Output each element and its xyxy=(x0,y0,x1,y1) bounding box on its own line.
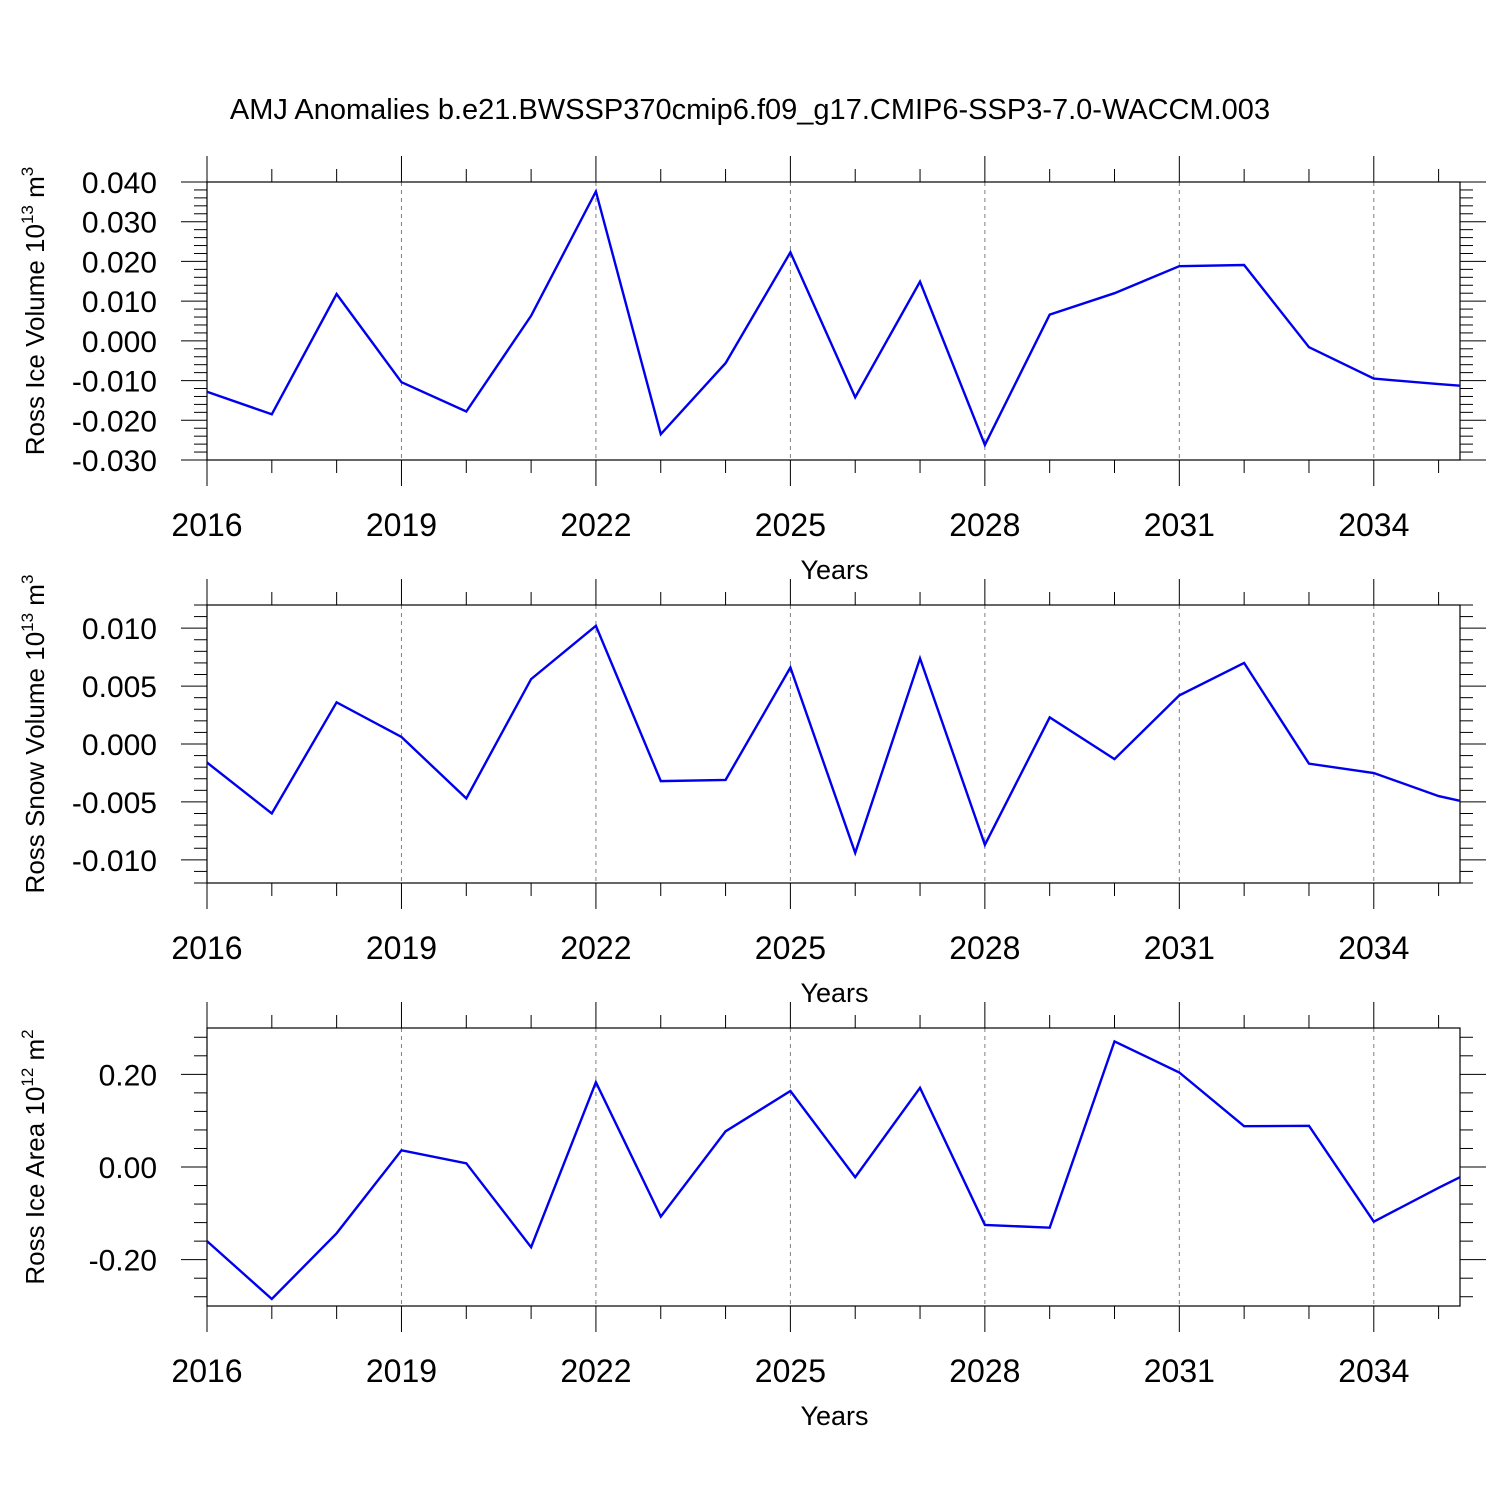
y-axis-title: Ross Snow Volume 1013 m3 xyxy=(18,575,50,894)
ytick-label: -0.020 xyxy=(72,405,157,438)
x-axis-title: Years xyxy=(800,978,868,1008)
ytick-label: -0.005 xyxy=(72,787,157,820)
ytick-label: 0.010 xyxy=(82,613,157,646)
xtick-label: 2028 xyxy=(949,1353,1020,1389)
chart-panel-1: 2016 2019 2022 2025 2028 2031 2034 -0.030 -0.020… xyxy=(18,156,1486,585)
xtick-label: 2025 xyxy=(755,930,826,966)
xtick-label: 2028 xyxy=(949,507,1020,543)
x-axis-title: Years xyxy=(800,1401,868,1431)
xtick-label: 2031 xyxy=(1144,1353,1215,1389)
plot-frame xyxy=(206,181,1461,461)
series-line xyxy=(206,1039,1461,1301)
ytick-label: 0.030 xyxy=(82,207,157,240)
xtick-label: 2022 xyxy=(560,507,631,543)
ytick-label: 0.00 xyxy=(99,1152,157,1185)
y-axis-title: Ross Ice Volume 1013 m3 xyxy=(18,167,50,456)
xtick-label: 2034 xyxy=(1338,930,1409,966)
xtick-label: 2022 xyxy=(560,930,631,966)
xtick-label: 2034 xyxy=(1338,1353,1409,1389)
plot-frame xyxy=(206,1027,1461,1307)
ytick-label: 0.20 xyxy=(99,1059,157,1092)
ytick-label: 0.005 xyxy=(82,671,157,704)
xtick-label: 2031 xyxy=(1144,930,1215,966)
xtick-label: 2025 xyxy=(755,507,826,543)
ytick-label: 0.040 xyxy=(82,167,157,200)
xtick-label: 2019 xyxy=(366,1353,437,1389)
ytick-label: -0.20 xyxy=(89,1245,157,1278)
chart-panel-2: 2016 2019 2022 2025 2028 2031 2034 -0.010 -0.005… xyxy=(18,575,1486,1008)
xtick-label: 2028 xyxy=(949,930,1020,966)
xtick-label: 2031 xyxy=(1144,507,1215,543)
y-axis-title: Ross Ice Area 1012 m2 xyxy=(18,1029,50,1284)
plot-frame xyxy=(206,604,1461,884)
xtick-label: 2022 xyxy=(560,1353,631,1389)
ytick-label: -0.010 xyxy=(72,366,157,399)
series-line xyxy=(206,623,1461,857)
xtick-label: 2016 xyxy=(171,930,242,966)
chart-panel-3: 2016 2019 2022 2025 2028 2031 2034 -0.20 0.00 0.2… xyxy=(18,1002,1486,1431)
ytick-label: -0.030 xyxy=(72,445,157,478)
x-axis-title: Years xyxy=(800,555,868,585)
xtick-label: 2016 xyxy=(171,507,242,543)
xtick-label: 2019 xyxy=(366,507,437,543)
xtick-label: 2016 xyxy=(171,1353,242,1389)
xtick-label: 2025 xyxy=(755,1353,826,1389)
xtick-label: 2019 xyxy=(366,930,437,966)
xtick-label: 2034 xyxy=(1338,507,1409,543)
ytick-label: 0.000 xyxy=(82,729,157,762)
figure-title: AMJ Anomalies b.e21.BWSSP370cmip6.f09_g1… xyxy=(230,94,1270,126)
ytick-label: 0.010 xyxy=(82,286,157,319)
series-line xyxy=(206,188,1461,448)
chart-panels: 2016 2019 2022 2025 2028 2031 2034 -0.030 -0.020… xyxy=(18,156,1486,1431)
ytick-label: 0.000 xyxy=(82,326,157,359)
ytick-label: -0.010 xyxy=(72,845,157,878)
ytick-label: 0.020 xyxy=(82,246,157,279)
